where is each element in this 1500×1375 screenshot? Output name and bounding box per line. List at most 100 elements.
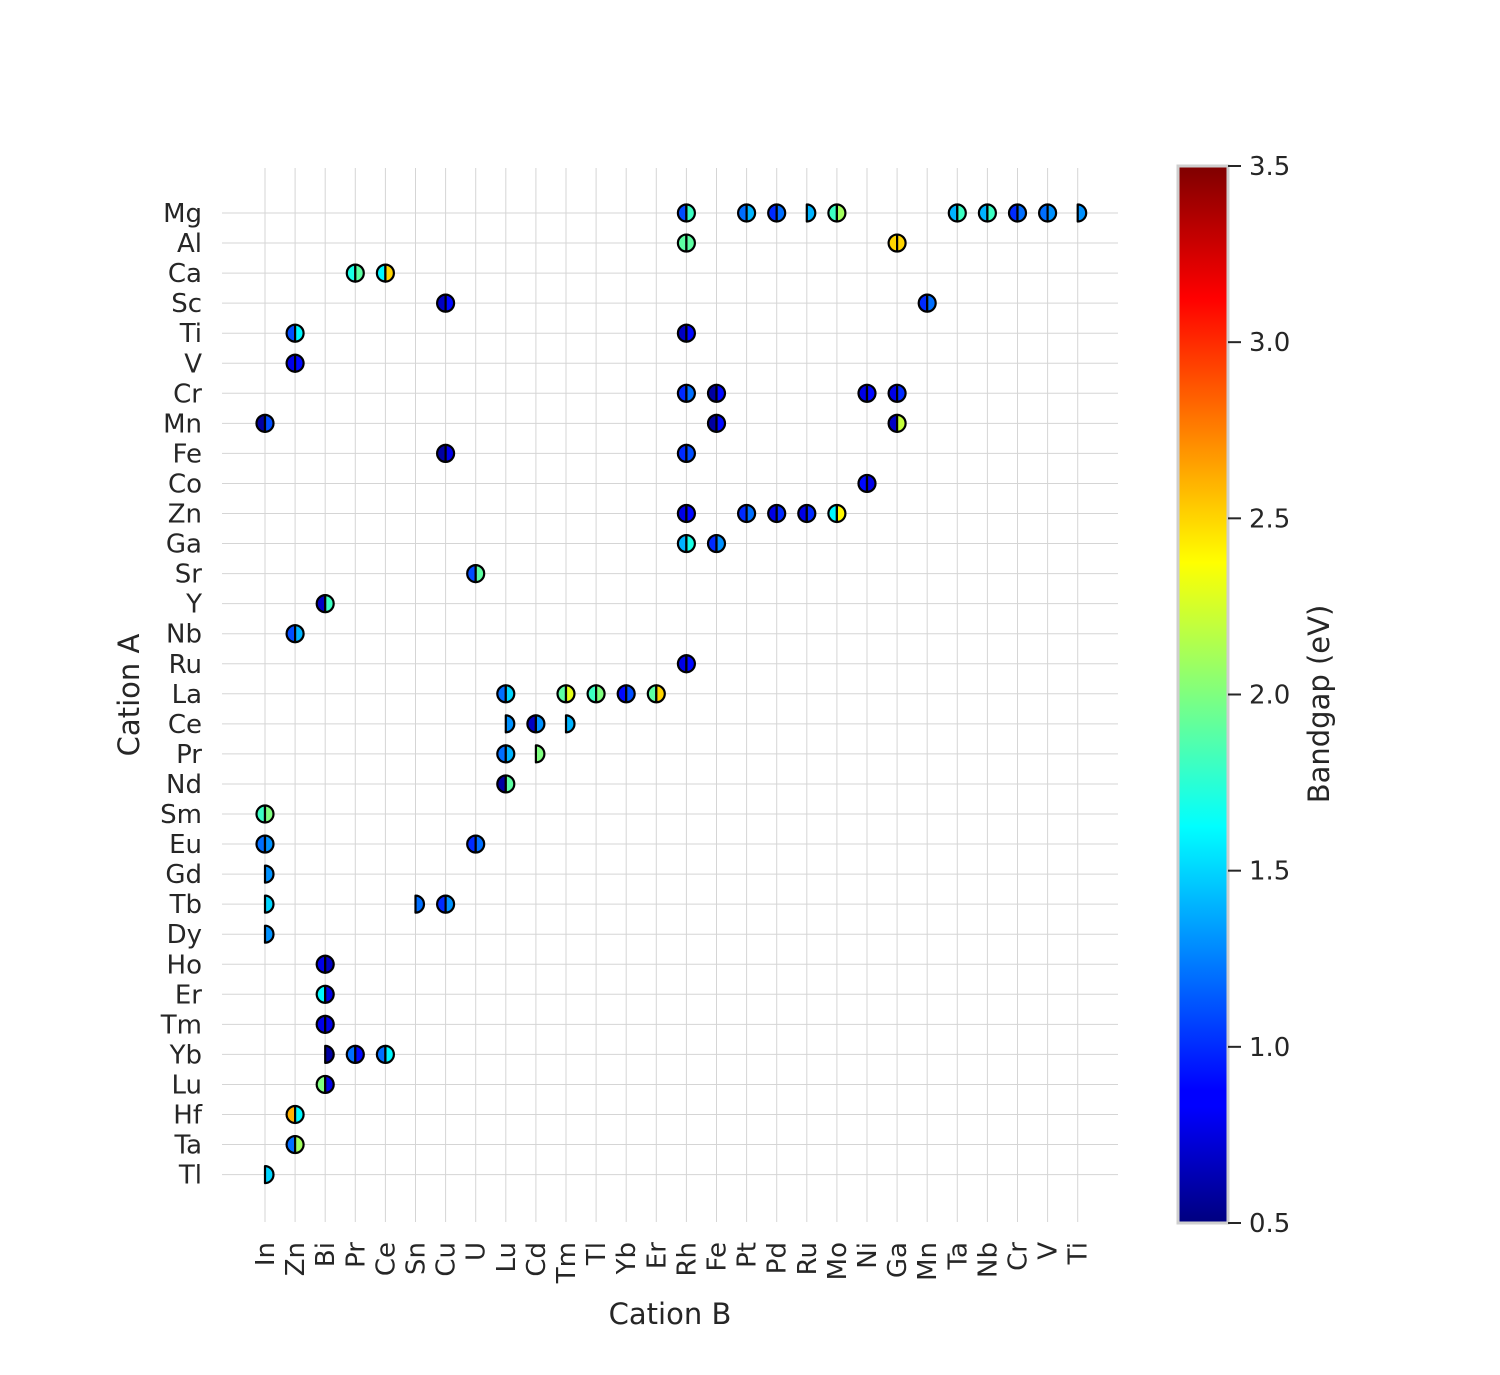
data-point (526, 714, 546, 734)
point-right-half (263, 894, 275, 914)
colorbar-label: Bandgap (eV) (1302, 605, 1336, 804)
point-left-half (255, 804, 267, 824)
point-left-half (375, 1044, 387, 1064)
data-point (767, 203, 787, 223)
point-left-half (676, 533, 688, 554)
data-point (556, 684, 576, 704)
y-tick-label: Sm (160, 800, 202, 830)
point-right-half (1076, 203, 1088, 223)
point-right-half (324, 954, 335, 974)
point-left-half (676, 654, 688, 674)
x-tick-label: Cu (432, 1242, 462, 1277)
y-tick-labels: MgAlCaScTiVCrMnFeCoZnGaSrYNbRuLaCePrNdSm… (160, 199, 203, 1191)
point-right-half (354, 1044, 365, 1064)
point-left-half (255, 834, 267, 854)
x-tick-label: Lu (492, 1242, 522, 1273)
x-tick-labels: In Zn Bi Pr Ce Sn Cu U Lu Cd Tm Tl Yb Er Rh Fe Pt Pd Ru Mo N… (251, 1242, 1094, 1285)
y-tick-label: Sr (175, 560, 203, 590)
y-tick-label: Ca (168, 259, 202, 289)
y-tick-label: Sc (171, 289, 202, 319)
data-point (315, 984, 335, 1004)
x-tick-label: Fe (703, 1242, 733, 1272)
data-point (263, 864, 275, 884)
x-tick-label: Ce (371, 1242, 401, 1276)
point-left-half (737, 203, 748, 223)
point-right-half (324, 1044, 335, 1064)
data-point (586, 684, 606, 704)
x-tick-label: Zn (281, 1242, 311, 1276)
x-tick-label: Mn (913, 1242, 943, 1281)
point-left-half (887, 413, 899, 433)
point-left-half (315, 594, 327, 614)
x-tick-label: Cd (522, 1242, 552, 1277)
point-left-half (285, 1104, 297, 1125)
point-right-half (263, 413, 275, 433)
point-left-half (255, 413, 267, 433)
data-point (345, 263, 365, 283)
y-tick-label: Cr (173, 379, 202, 409)
point-left-half (977, 203, 989, 223)
y-tick-label: Tm (160, 1010, 202, 1040)
point-right-half (294, 624, 305, 644)
point-right-half (564, 714, 576, 734)
point-right-half (263, 924, 275, 944)
y-tick-label: Ta (173, 1131, 202, 1161)
y-tick-label: La (172, 680, 202, 710)
point-right-half (414, 894, 426, 914)
point-right-half (504, 774, 516, 794)
data-point (887, 413, 907, 433)
data-point (977, 203, 997, 223)
data-point (285, 1134, 305, 1155)
y-axis-label: Cation A (112, 634, 146, 757)
point-left-half (676, 203, 688, 223)
y-tick-label: Gd (165, 860, 202, 890)
point-left-half (827, 203, 838, 223)
colorbar: 0.5 1.0 1.5 2.0 2.5 3.0 3.5 Bandgap (eV) (1176, 152, 1336, 1239)
point-left-half (466, 564, 477, 584)
data-point (805, 203, 817, 223)
point-left-half (466, 834, 477, 854)
data-point (255, 804, 275, 824)
point-left-half (706, 383, 718, 403)
y-tick-label: Dy (167, 920, 202, 950)
data-point (616, 684, 636, 704)
point-right-half (444, 293, 456, 313)
point-left-half (676, 503, 688, 524)
point-right-half (835, 203, 847, 223)
data-point (324, 1044, 335, 1064)
y-tick-label: V (184, 349, 202, 379)
x-tick-label: Ti (1064, 1242, 1094, 1265)
point-left-half (315, 1074, 327, 1095)
x-tick-label: Mo (823, 1242, 853, 1280)
point-right-half (294, 353, 305, 373)
point-right-half (263, 804, 275, 824)
data-point (827, 203, 847, 223)
x-tick-label: Pd (763, 1242, 793, 1274)
data-point (315, 1014, 335, 1034)
point-right-half (595, 684, 606, 704)
point-right-half (534, 714, 546, 734)
point-right-half (775, 503, 787, 524)
point-right-half (685, 323, 696, 343)
y-tick-label: Hf (173, 1101, 203, 1131)
x-tick-label: U (462, 1242, 492, 1261)
point-right-half (294, 323, 305, 343)
point-left-half (857, 383, 869, 403)
data-point (263, 1165, 275, 1185)
point-right-half (896, 413, 907, 433)
point-left-half (496, 774, 507, 794)
point-left-half (767, 203, 778, 223)
point-left-half (947, 203, 959, 223)
data-point (706, 533, 727, 554)
point-left-half (706, 413, 718, 433)
x-tick-label: Tl (582, 1242, 612, 1266)
y-tick-label: Mn (163, 409, 202, 439)
data-point (466, 834, 486, 854)
point-right-half (324, 1074, 335, 1095)
y-tick-label: Yb (169, 1040, 202, 1070)
point-right-half (835, 503, 847, 524)
point-right-half (775, 203, 787, 223)
data-point (436, 894, 456, 914)
data-point (857, 473, 877, 494)
y-tick-label: Ru (169, 650, 202, 680)
